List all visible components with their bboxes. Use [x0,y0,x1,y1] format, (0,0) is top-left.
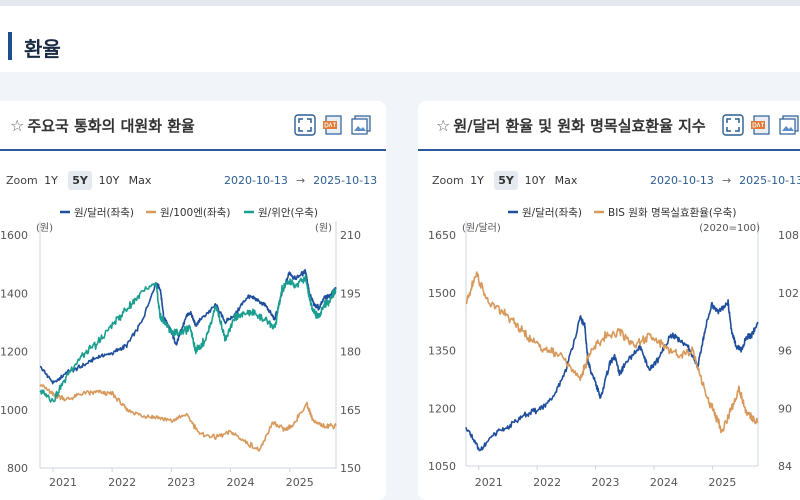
date-from[interactable]: 2020-10-13 [224,174,288,187]
title-accent-bar [8,32,12,60]
date-range-arrow: → [721,174,732,187]
zoom-label: Zoom [6,174,38,187]
date-range: 2020-10-13 → 2025-10-13 [224,174,377,187]
top-strip [0,0,800,6]
exchange-rate-panel-usd-and-neer: ☆ 원/달러 환율 및 원화 명목실효환율 지수 Zoom 1Y 5Y 10Y M… [418,101,800,500]
y-right-tick-label: 195 [340,287,361,300]
y-left-unit-label: (원/달러) [462,222,501,234]
fullscreen-icon[interactable] [294,114,316,136]
zoom-label: Zoom [432,174,464,187]
exchange-rate-panel-major-currencies: ☆ 주요국 통화의 대원화 환율 Zoom 1Y 5Y 10Y Max 2020-… [0,101,386,500]
page-title: 환율 [24,37,61,61]
date-to[interactable]: 2025-10-13 [313,174,378,187]
page-header: 환율 [0,6,800,72]
y-right-tick-label: 102 [778,287,799,300]
x-tick-label: 2023 [167,476,195,489]
y-right-tick-label: 96 [778,345,792,358]
legend-label: BIS 원화 명목실효환율(우축) [608,207,736,219]
y-right-unit-label: (원) [315,222,332,234]
zoom-1y-button[interactable]: 1Y [470,174,484,187]
y-left-tick-label: 1400 [0,287,28,300]
x-tick-label: 2023 [592,476,620,489]
x-tick-label: 2025 [286,476,314,489]
date-range: 2020-10-13 → 2025-10-13 [650,174,800,187]
x-tick-label: 2022 [108,476,136,489]
legend-label: 원/위안(우축) [258,206,318,219]
line-chart-major-currencies: 800 1000 1200 1400 1600 150 165 180 195 210 (원) (원)… [0,206,361,489]
favorite-star-icon[interactable]: ☆ [436,116,451,135]
y-left-tick-label: 1200 [428,402,456,415]
legend-label: 원/달러(좌축) [522,207,582,219]
series-line-0 [39,268,337,385]
y-right-tick-label: 90 [778,402,792,415]
panel-title: ☆ 원/달러 환율 및 원화 명목실효환율 지수 [436,115,706,136]
data-download-icon[interactable] [322,114,344,136]
zoom-10y-button[interactable]: 10Y [98,174,120,187]
panel-title-text: 원/달러 환율 및 원화 명목실효환율 지수 [453,117,706,135]
fullscreen-icon[interactable] [722,114,744,136]
zoom-max-button[interactable]: Max [554,174,578,187]
zoom-1y-button[interactable]: 1Y [44,174,58,187]
y-left-tick-label: 1600 [0,229,28,242]
favorite-star-icon[interactable]: ☆ [10,116,25,135]
y-right-unit-label: (2020=100) [699,223,760,234]
panel-divider [418,149,800,151]
x-tick-label: 2024 [650,476,678,489]
zoom-max-button[interactable]: Max [128,174,152,187]
y-right-tick-label: 165 [340,404,361,417]
zoom-5y-button[interactable]: 5Y [68,171,92,190]
image-download-icon[interactable] [778,114,800,136]
y-left-unit-label: (원) [36,222,53,234]
panel-title-text: 주요국 통화의 대원화 환율 [27,117,195,135]
zoom-5y-button[interactable]: 5Y [494,171,518,190]
series-line-0 [465,299,759,452]
y-left-tick-label: 1050 [428,460,456,473]
series-line-1 [465,271,759,434]
date-from[interactable]: 2020-10-13 [650,174,714,187]
zoom-10y-button[interactable]: 10Y [524,174,546,187]
line-chart-usd-and-neer: 1050 1200 1350 1500 1650 84 90 96 102 108 (원/달러) (2… [428,207,799,489]
legend-label: 원/달러(좌축) [74,207,134,219]
y-right-tick-label: 210 [340,229,361,242]
x-tick-label: 2024 [226,476,254,489]
y-right-tick-label: 180 [340,346,361,359]
panel-divider [0,149,386,151]
x-tick-label: 2025 [708,476,736,489]
date-to[interactable]: 2025-10-13 [739,174,800,187]
y-left-tick-label: 1000 [0,404,28,417]
y-left-tick-label: 1200 [0,346,28,359]
panel-title: ☆ 주요국 통화의 대원화 환율 [10,115,195,136]
date-range-arrow: → [295,174,306,187]
series-line-2 [39,274,337,403]
y-right-tick-label: 150 [340,462,361,475]
x-tick-label: 2022 [533,476,561,489]
x-tick-label: 2021 [49,476,77,489]
series-line-1 [39,384,337,452]
y-right-tick-label: 84 [778,460,792,473]
x-tick-label: 2021 [475,476,503,489]
image-download-icon[interactable] [350,114,372,136]
y-left-tick-label: 800 [7,462,28,475]
y-left-tick-label: 1500 [428,287,456,300]
y-left-tick-label: 1350 [428,345,456,358]
y-left-tick-label: 1650 [428,229,456,242]
data-download-icon[interactable] [750,114,772,136]
y-right-tick-label: 108 [778,229,799,242]
legend-label: 원/100엔(좌축) [160,207,230,219]
